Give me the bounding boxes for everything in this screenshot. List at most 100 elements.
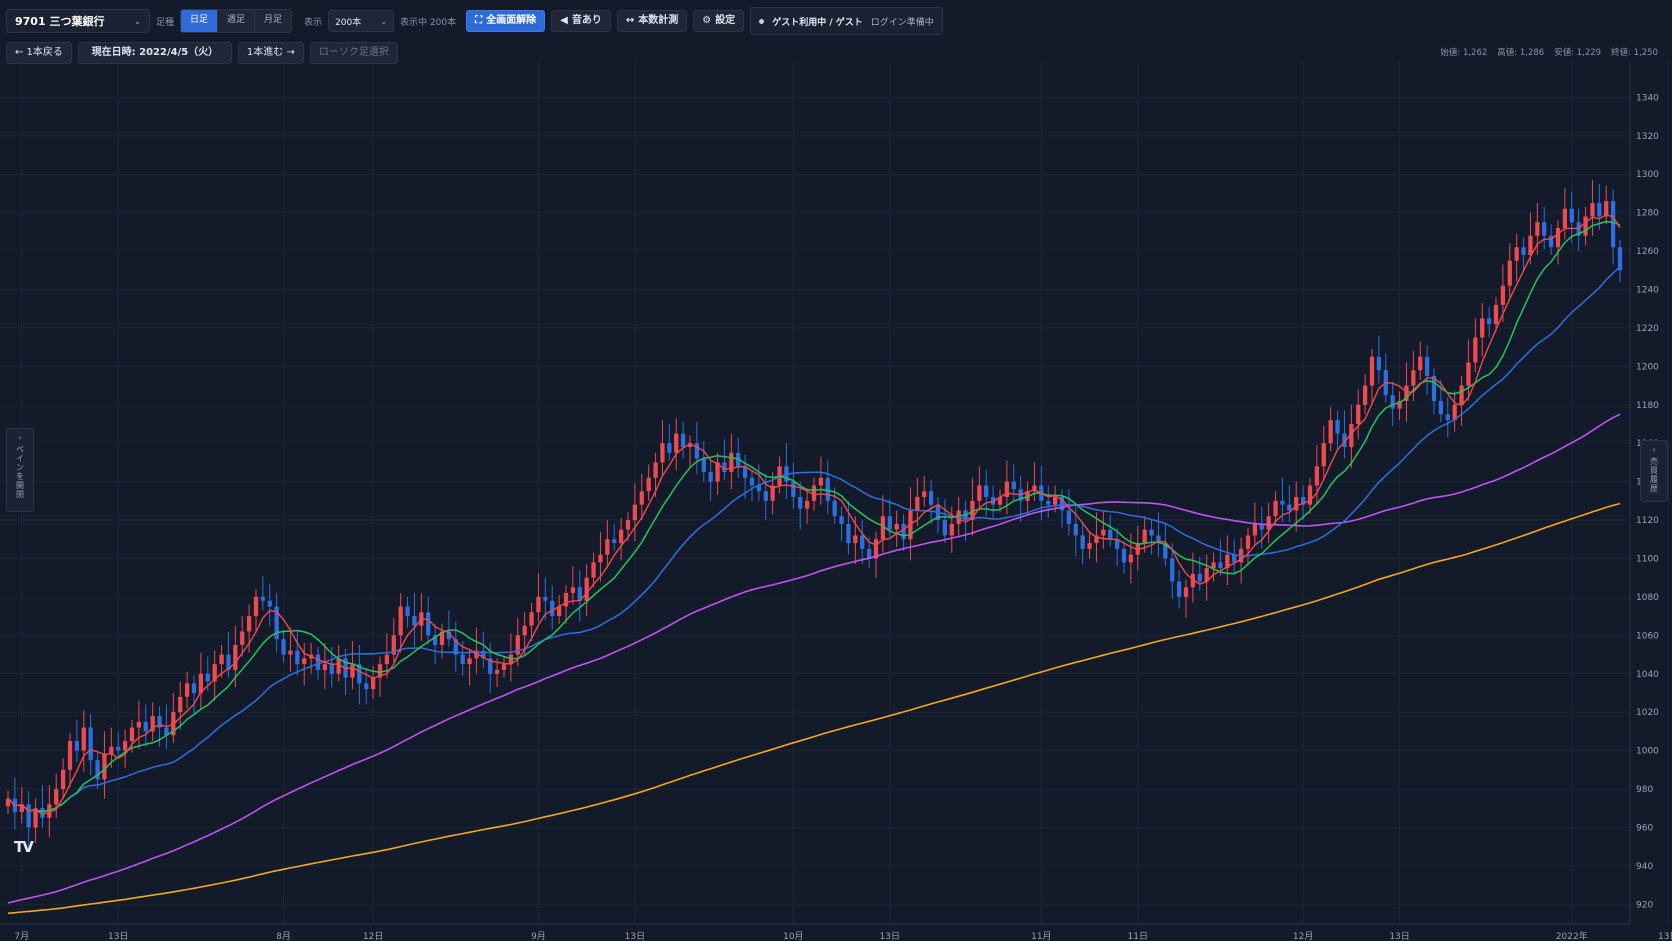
ma-200-line <box>7 502 1621 915</box>
candle-body <box>1156 535 1161 544</box>
candle-body <box>1300 497 1306 505</box>
login-status[interactable]: ログイン準備中 <box>870 17 934 28</box>
y-tick-label: 1180 <box>1636 401 1659 411</box>
candle-body <box>1211 562 1216 569</box>
candle-body <box>625 520 631 530</box>
left-pane-toggle[interactable]: › ペインを開閉 <box>6 428 34 512</box>
ma-5-line <box>7 213 1621 815</box>
candle-body <box>1404 385 1409 401</box>
candle-body <box>756 485 762 492</box>
candle-body <box>915 497 920 511</box>
candle-body <box>1046 500 1051 505</box>
right-pane-toggle[interactable]: ‹ 売買履歴 <box>1640 440 1668 502</box>
candle-body <box>694 443 700 459</box>
period-daily-button[interactable]: 日足 <box>181 10 219 32</box>
y-tick-label: 1020 <box>1636 708 1659 718</box>
candle-body <box>949 523 954 536</box>
candle-select-button[interactable]: ローソク足選択 <box>309 42 398 64</box>
candle-body <box>1583 216 1588 236</box>
candle-body <box>1418 356 1423 371</box>
candle-body <box>1197 573 1202 582</box>
candle-body <box>922 491 927 497</box>
candle-body <box>122 741 128 751</box>
candle-body <box>33 808 38 828</box>
x-tick-label: 9月 <box>531 931 546 941</box>
measure-button[interactable]: ↔ 本数計測 <box>616 10 688 32</box>
candle-body <box>701 458 706 473</box>
fullscreen-exit-label: 全画面解除 <box>486 15 537 26</box>
settings-button[interactable]: ⚙ 設定 <box>693 10 745 32</box>
candle-body <box>1349 423 1354 448</box>
measure-label: 本数計測 <box>638 15 679 26</box>
y-tick-label: 940 <box>1636 862 1653 872</box>
candle-body <box>1521 247 1526 255</box>
candle-body <box>522 625 527 636</box>
candle-body <box>1321 443 1326 467</box>
candle-body <box>81 727 86 751</box>
candle-body <box>1011 481 1016 490</box>
ohlc-open: 始値: 1,262 <box>1440 48 1488 58</box>
candle-body <box>1390 395 1395 409</box>
y-tick-label: 1280 <box>1636 209 1659 219</box>
candle-body <box>563 593 569 607</box>
candle-body <box>1562 208 1568 229</box>
candle-body <box>1452 404 1457 421</box>
candle-body <box>1486 318 1492 325</box>
forward-one-bar-button[interactable]: 1本進む → <box>237 42 304 64</box>
candle-body <box>825 477 830 501</box>
candle-body <box>1087 543 1092 549</box>
chevron-down-icon: ⌄ <box>134 16 141 26</box>
candle-body <box>1459 385 1464 405</box>
candle-body <box>267 600 272 607</box>
candle-body <box>329 664 334 674</box>
ohlc-readout: 始値: 1,262 高値: 1,286 安値: 1,229 終値: 1,250 <box>1440 46 1658 58</box>
display-count-select[interactable]: 200本 ⌄ <box>328 10 395 32</box>
ma-25-line <box>7 266 1621 813</box>
symbol-select[interactable]: 9701 三つ葉銀行 ⌄ <box>6 9 150 33</box>
gear-icon: ⚙ <box>702 15 712 26</box>
display-count-value: 200本 <box>335 17 362 28</box>
candle-body <box>322 664 328 670</box>
candle-body <box>391 635 396 655</box>
candle-body <box>102 754 107 780</box>
candle-body <box>1480 318 1485 338</box>
sound-toggle-button[interactable]: ◀ 音あり <box>551 10 611 32</box>
y-tick-label: 980 <box>1636 785 1653 795</box>
candle-body <box>818 477 824 486</box>
candle-body <box>281 639 286 655</box>
candle-body <box>591 562 596 578</box>
candle-body <box>336 658 341 674</box>
candle-body <box>288 650 293 655</box>
back-one-bar-button[interactable]: ← 1本戻る <box>6 42 72 64</box>
candle-body <box>212 664 217 682</box>
candle-body <box>67 741 73 770</box>
x-tick-label: 7月 <box>14 931 29 941</box>
candle-body <box>184 683 190 697</box>
candle-body <box>1500 285 1506 305</box>
candle-body <box>556 606 562 617</box>
price-chart[interactable]: 920 940 960 980 1000 1020 1040 1060 1080 1100 1120… <box>0 62 1672 941</box>
y-tick-label: 1260 <box>1636 247 1659 257</box>
candle-body <box>1597 203 1602 217</box>
settings-label: 設定 <box>715 15 736 26</box>
y-tick-label: 1080 <box>1636 593 1659 603</box>
period-monthly-button[interactable]: 月足 <box>255 10 292 32</box>
candle-body <box>240 631 245 645</box>
candle-body <box>1287 504 1292 511</box>
candle-body <box>377 664 383 678</box>
candle-body <box>1548 235 1554 248</box>
candle-body <box>1294 497 1299 511</box>
candle-body <box>233 644 238 670</box>
fullscreen-exit-button[interactable]: ⛶ 全画面解除 <box>466 10 546 32</box>
candle-body <box>260 596 266 601</box>
ohlc-high: 高値: 1,286 <box>1497 48 1545 58</box>
candle-body <box>901 523 906 540</box>
candle-body <box>770 485 775 501</box>
candle-body <box>1128 554 1134 563</box>
candle-body <box>584 577 589 601</box>
period-weekly-button[interactable]: 週足 <box>218 10 256 32</box>
candle-body <box>1176 581 1182 597</box>
current-date-display: 現在日時: 2022/4/5（火） <box>77 42 232 64</box>
candle-body <box>1149 529 1154 536</box>
candle-body <box>1397 400 1402 409</box>
